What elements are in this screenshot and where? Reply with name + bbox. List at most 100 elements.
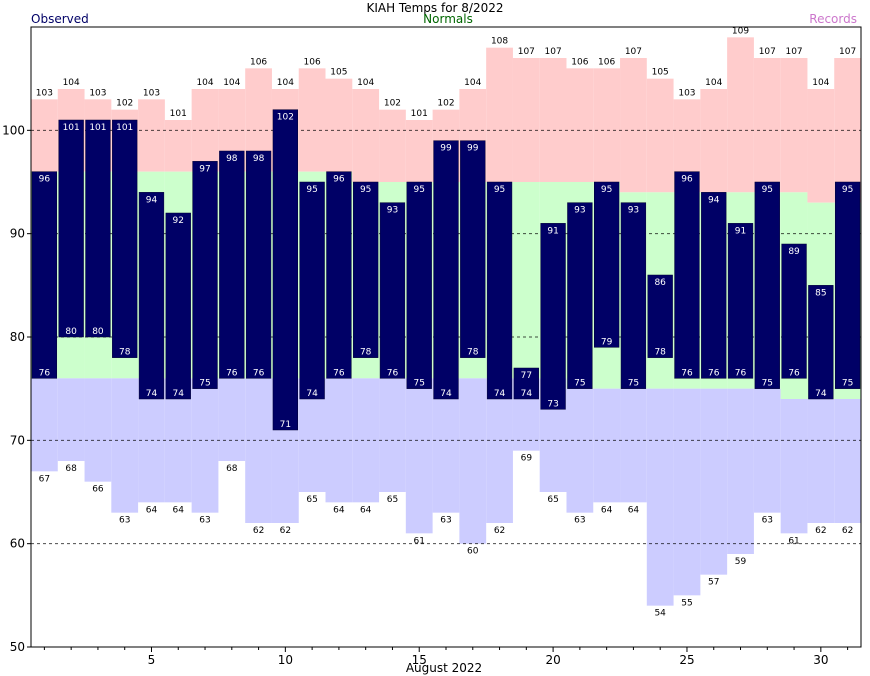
record-low-label: 64 [333,505,345,515]
record-high-label: 107 [518,47,535,57]
record-low-label: 66 [92,485,104,495]
record-high-label: 105 [330,68,347,78]
observed-bar [674,171,700,379]
observed-high-label: 92 [173,216,184,226]
observed-low-label: 75 [628,379,639,389]
observed-high-label: 101 [89,123,106,133]
x-tick-label: 30 [813,653,828,667]
observed-low-label: 80 [65,327,77,337]
observed-high-label: 97 [199,164,210,174]
record-low-band [727,388,754,554]
record-low-label: 63 [440,516,451,526]
record-high-label: 104 [705,78,722,88]
record-low-label: 65 [547,495,558,505]
observed-low-label: 75 [762,379,773,389]
observed-high-label: 101 [116,123,133,133]
record-high-label: 106 [250,57,267,67]
record-high-band [512,58,540,182]
observed-high-label: 94 [708,195,720,205]
record-high-label: 106 [571,57,588,67]
record-high-band [753,58,781,193]
x-tick-label: 20 [545,653,560,667]
observed-low-label: 74 [146,389,158,399]
record-low-label: 60 [467,547,479,557]
observed-bar [567,202,593,389]
record-high-label: 103 [36,88,53,98]
record-high-band [352,89,380,182]
record-low-band [566,388,594,513]
observed-high-label: 99 [440,144,452,154]
x-tick-label: 5 [148,653,156,667]
plot-area: 103 67 96 76 104 68 101 80 103 66 101 80 102 63 101 78 1… [2,26,862,667]
x-tick-label: 25 [679,653,694,667]
observed-low-label: 74 [521,389,533,399]
observed-low-label: 76 [333,368,345,378]
record-low-band [31,378,58,472]
record-low-band [646,388,674,606]
observed-high-label: 101 [63,123,80,133]
record-low-label: 65 [387,495,398,505]
observed-bar [540,223,566,410]
record-low-band [673,388,701,596]
record-high-label: 101 [411,109,428,119]
observed-bar [245,150,272,379]
record-low-band [111,378,139,513]
observed-high-label: 93 [574,206,585,216]
record-low-band [432,378,460,513]
observed-bar [58,119,84,338]
observed-low-label: 76 [681,368,693,378]
observed-low-label: 75 [842,379,853,389]
normal-range-band [512,182,540,379]
observed-bar [754,181,780,389]
record-low-label: 63 [119,516,130,526]
record-low-label: 62 [815,526,826,536]
record-low-label: 69 [521,454,533,464]
observed-bar [513,367,539,400]
y-tick-label: 50 [10,640,25,654]
record-low-band [700,388,728,575]
observed-bar [165,212,191,400]
observed-bar [620,202,647,389]
record-low-band [780,399,808,534]
observed-high-label: 85 [815,288,826,298]
record-low-label: 62 [280,526,291,536]
observed-low-label: 75 [413,379,424,389]
record-low-label: 64 [601,505,613,515]
record-low-label: 54 [654,609,666,619]
record-high-label: 104 [277,78,294,88]
observed-bar [701,192,727,379]
observed-high-label: 95 [306,185,317,195]
observed-bar [433,140,459,400]
record-low-band [245,378,272,523]
record-high-band [298,68,326,172]
observed-bar [31,171,58,379]
record-high-label: 102 [384,99,401,109]
record-low-label: 61 [788,536,799,546]
observed-high-label: 89 [788,247,800,257]
observed-low-label: 74 [494,389,506,399]
record-high-label: 103 [89,88,106,98]
y-tick-label: 80 [10,330,25,344]
record-low-label: 68 [65,464,77,474]
record-low-band [807,399,835,523]
observed-bar [353,181,379,358]
observed-bar [406,181,432,389]
record-low-label: 64 [173,505,185,515]
observed-high-label: 91 [735,226,746,236]
observed-low-label: 75 [199,379,210,389]
record-low-band [191,378,219,513]
observed-bar [808,285,834,400]
record-high-label: 107 [545,47,562,57]
record-high-band [593,68,621,182]
y-tick-label: 70 [10,433,25,447]
observed-bar [834,181,861,389]
record-high-label: 106 [304,57,321,67]
record-high-band [379,109,406,182]
observed-high-label: 93 [628,206,639,216]
record-high-label: 102 [437,99,454,109]
y-tick-label: 100 [2,123,25,137]
legend-observed: Observed [31,12,89,26]
record-high-band [646,78,674,193]
record-low-label: 68 [226,464,238,474]
observed-low-label: 80 [92,327,104,337]
